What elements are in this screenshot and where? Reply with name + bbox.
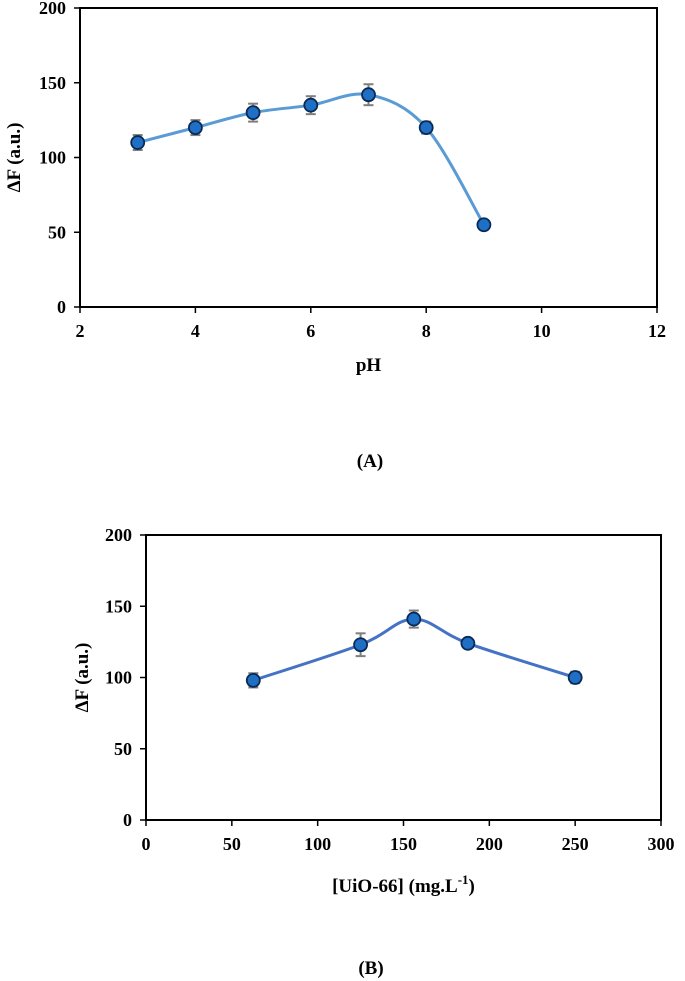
data-point (567, 670, 583, 685)
x-axis-title-main: pH (356, 355, 382, 376)
x-tick-label: 300 (648, 834, 675, 854)
x-tick-label: 50 (223, 834, 241, 854)
data-point (187, 120, 203, 135)
chart-panel-a: 0 50 100 150 200 2 4 6 8 10 12 ΔF (a.u.) pH (A) (4, 0, 666, 472)
y-tick-label: 0 (57, 297, 66, 317)
y-tick-label: 50 (48, 222, 66, 242)
x-tick-label: 10 (533, 321, 551, 341)
x-axis-title: [UiO-66] (mg.L-1) (332, 872, 475, 897)
x-tick-label: 12 (648, 321, 666, 341)
x-tick-label: 8 (422, 321, 431, 341)
y-axis-title: ΔF (a.u.) (4, 123, 25, 193)
y-tick-label: 100 (39, 148, 66, 168)
data-point (303, 97, 319, 113)
x-axis-title: pH (356, 355, 382, 376)
chart-panel-b: 0 50 100 150 200 0 50 100 150 200 250 300 ΔF (a.u.) [… (72, 525, 675, 979)
x-tick-label: 250 (562, 834, 589, 854)
x-tick-label: 150 (390, 834, 417, 854)
plot-area (145, 534, 662, 821)
y-tick-label: 100 (105, 668, 132, 688)
y-tick-label: 200 (105, 525, 132, 545)
y-tick-label: 150 (39, 73, 66, 93)
data-point (130, 135, 146, 150)
data-point (406, 611, 422, 627)
data-point (245, 672, 261, 688)
panel-label: (B) (358, 958, 383, 979)
x-tick-label: 200 (476, 834, 503, 854)
x-axis-title-end: ) (469, 876, 475, 897)
plot-area (79, 7, 658, 308)
panel-label: (A) (357, 451, 383, 472)
y-axis-title: ΔF (a.u.) (72, 643, 93, 713)
x-tick-label: 0 (142, 834, 151, 854)
y-tick-label: 200 (39, 0, 66, 18)
data-point (361, 87, 376, 103)
data-point (245, 105, 261, 121)
x-tick-label: 2 (76, 321, 85, 341)
x-tick-label: 4 (191, 321, 200, 341)
x-tick-label: 6 (306, 321, 315, 341)
data-point (353, 637, 368, 653)
data-point (418, 120, 434, 135)
data-point (476, 217, 492, 233)
x-tick-label: 100 (304, 834, 331, 854)
x-axis-title-main: [UiO-66] (mg.L (332, 876, 458, 897)
y-tick-label: 0 (123, 810, 132, 830)
y-tick-label: 150 (105, 596, 132, 616)
data-point (460, 635, 476, 651)
y-tick-label: 50 (114, 739, 132, 759)
x-axis-title-superscript: -1 (458, 872, 469, 887)
